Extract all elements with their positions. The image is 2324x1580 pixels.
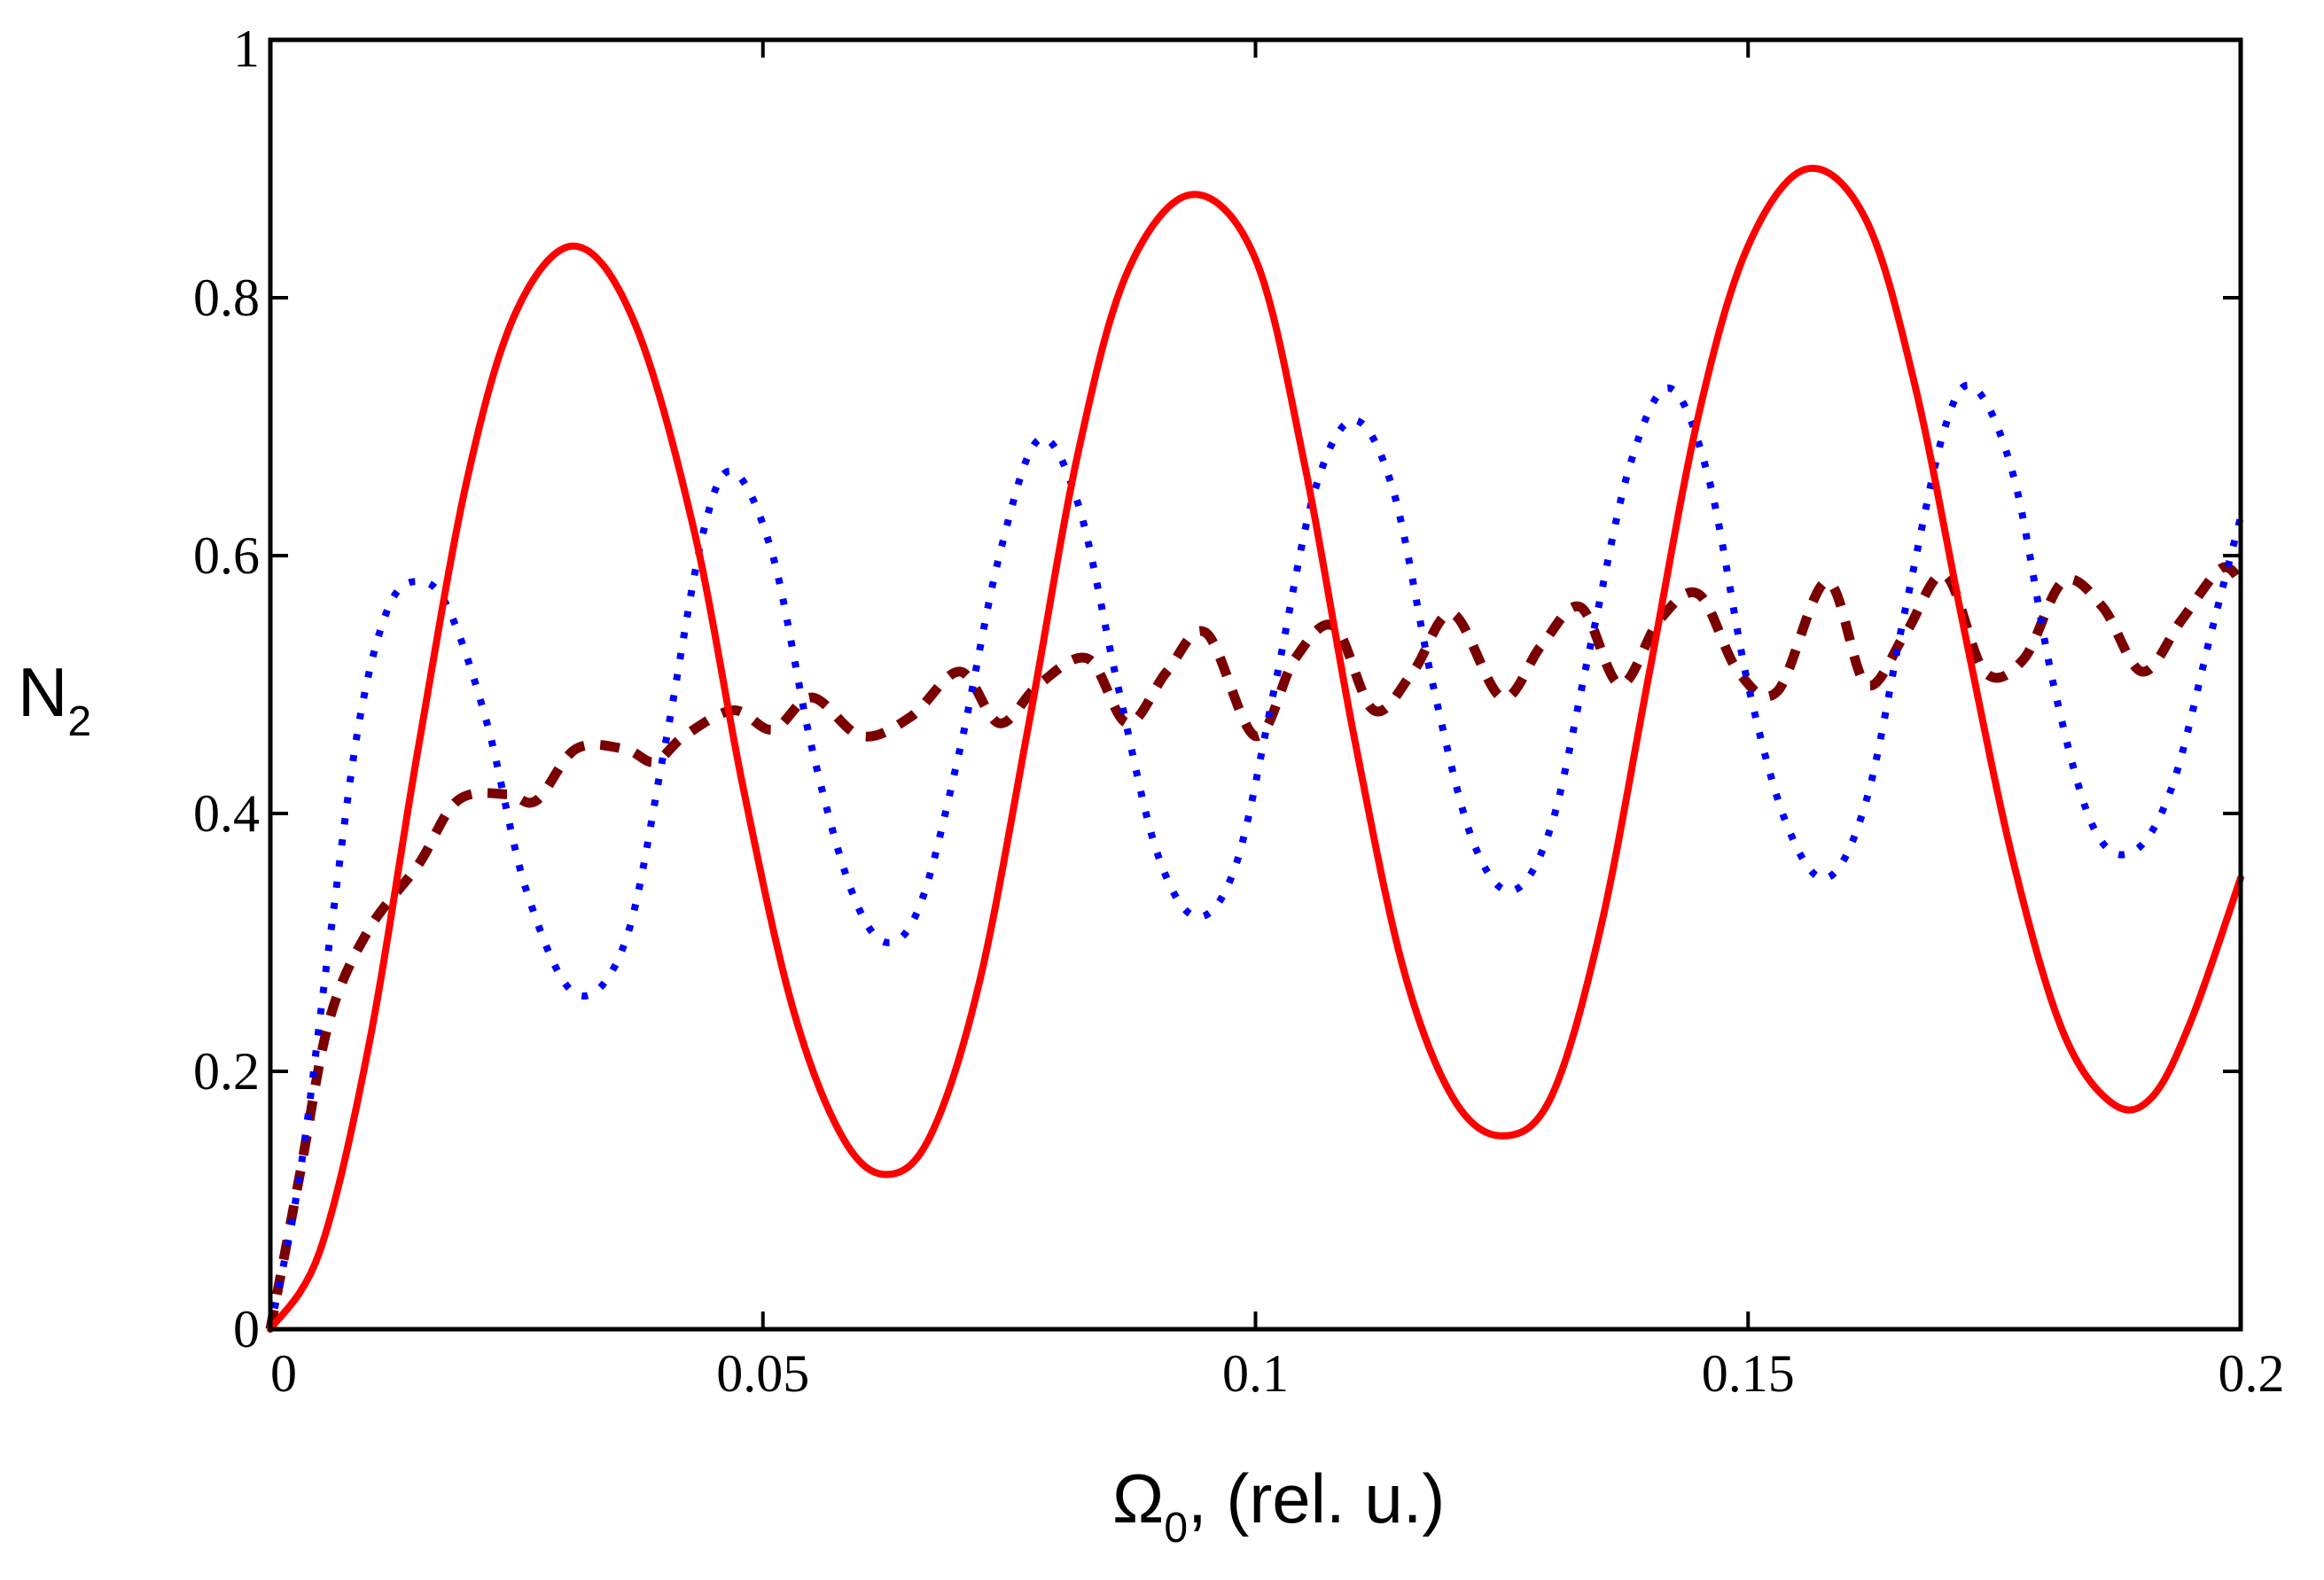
y-tick-label: 1: [233, 19, 260, 78]
series-line-dotted: [267, 381, 2244, 1330]
y-tick-label: 0.6: [193, 526, 260, 585]
x-axis-units: , (rel. u.): [1188, 1459, 1445, 1537]
y-axis-title: N2: [18, 653, 91, 745]
x-tick-label: 0: [270, 1344, 297, 1403]
series-layer: [265, 164, 2244, 1333]
series-line-solid: [267, 164, 2244, 1333]
series-line-dashed: [265, 562, 2244, 1331]
y-axis-subscript: 2: [67, 698, 91, 745]
x-tick-label: 0.15: [1702, 1344, 1795, 1403]
y-tick-label: 0: [233, 1300, 260, 1358]
y-tick-label: 0.4: [193, 784, 260, 843]
x-axis-title: Ω0, (rel. u.): [1112, 1459, 1445, 1552]
y-axis-symbol: N: [18, 653, 67, 731]
plot-frame: [268, 37, 2243, 1332]
x-axis-symbol: Ω: [1112, 1459, 1164, 1537]
x-axis-subscript: 0: [1164, 1505, 1188, 1552]
x-tick-label: 0.05: [716, 1344, 809, 1403]
y-tick-label: 0.8: [193, 269, 260, 327]
tick-layer: 0 0.05 0.1 0.15 0.2 0 0.2 0.4 0.6 0.8 1: [193, 19, 2285, 1403]
y-tick-label: 0.2: [193, 1042, 260, 1101]
x-tick-label: 0.1: [1222, 1344, 1289, 1403]
x-tick-label: 0.2: [2219, 1344, 2285, 1403]
